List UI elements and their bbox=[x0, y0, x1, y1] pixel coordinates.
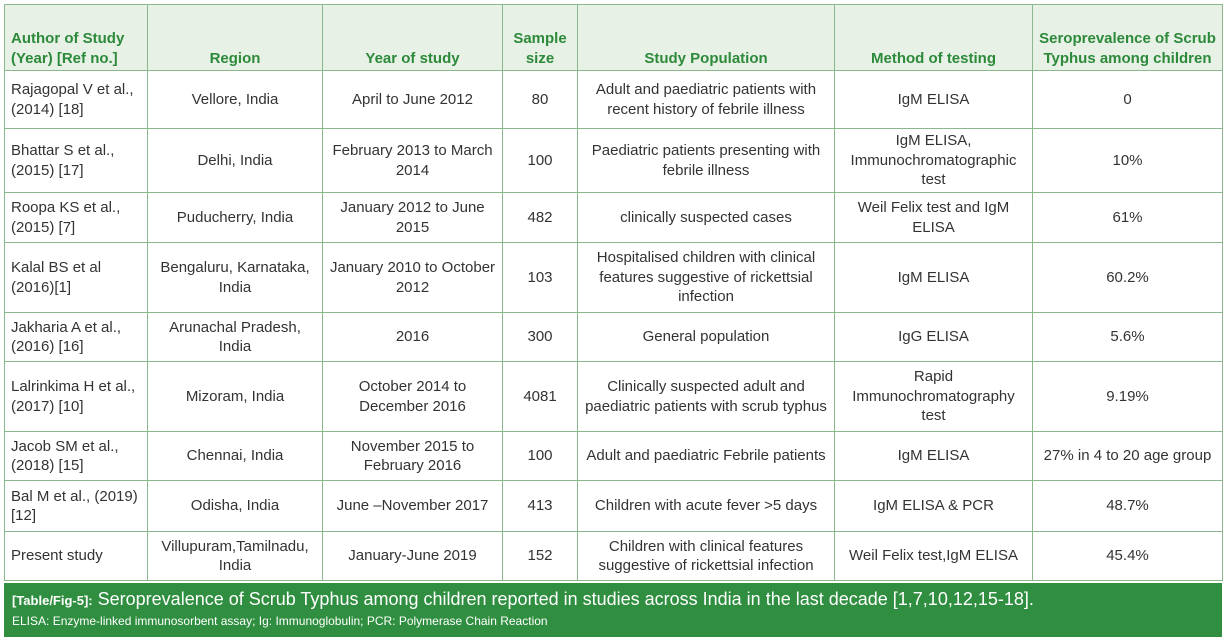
header-author: Author of Study (Year) [Ref no.] bbox=[4, 4, 148, 71]
cell-year: November 2015 to February 2016 bbox=[322, 431, 503, 481]
cell-region: Delhi, India bbox=[147, 128, 323, 193]
table-row: Bhattar S et al., (2015) [17] Delhi, Ind… bbox=[4, 128, 1223, 193]
cell-population: clinically suspected cases bbox=[577, 192, 835, 243]
cell-region: Arunachal Pradesh, India bbox=[147, 312, 323, 362]
cell-method: IgM ELISA bbox=[834, 70, 1033, 129]
cell-region: Vellore, India bbox=[147, 70, 323, 129]
table-row: Present study Villupuram,Tamilnadu, Indi… bbox=[4, 531, 1223, 581]
cell-population: Paediatric patients presenting with febr… bbox=[577, 128, 835, 193]
cell-method: IgM ELISA bbox=[834, 242, 1033, 313]
caption-text: Seroprevalence of Scrub Typhus among chi… bbox=[92, 589, 1034, 609]
cell-region: Villupuram,Tamilnadu, India bbox=[147, 531, 323, 581]
table-row: Jacob SM et al., (2018) [15] Chennai, In… bbox=[4, 431, 1223, 481]
cell-population: Children with clinical features suggesti… bbox=[577, 531, 835, 581]
header-region: Region bbox=[147, 4, 323, 71]
cell-sample-size: 482 bbox=[502, 192, 578, 243]
cell-method: IgM ELISA & PCR bbox=[834, 480, 1033, 532]
cell-year: June –November 2017 bbox=[322, 480, 503, 532]
header-year: Year of study bbox=[322, 4, 503, 71]
cell-year: January 2012 to June 2015 bbox=[322, 192, 503, 243]
cell-seroprevalence: 10% bbox=[1032, 128, 1223, 193]
cell-author: Jakharia A et al., (2016) [16] bbox=[4, 312, 148, 362]
cell-sample-size: 80 bbox=[502, 70, 578, 129]
cell-method: IgG ELISA bbox=[834, 312, 1033, 362]
caption-abbreviations: ELISA: Enzyme-linked immunosorbent assay… bbox=[12, 614, 548, 628]
table-header-row: Author of Study (Year) [Ref no.] Region … bbox=[4, 4, 1223, 71]
cell-seroprevalence: 60.2% bbox=[1032, 242, 1223, 313]
cell-seroprevalence: 0 bbox=[1032, 70, 1223, 129]
table-caption: [Table/Fig-5]: Seroprevalence of Scrub T… bbox=[4, 583, 1222, 637]
table-row: Lalrinkima H et al., (2017) [10] Mizoram… bbox=[4, 361, 1223, 432]
cell-method: Weil Felix test and IgM ELISA bbox=[834, 192, 1033, 243]
cell-method: Rapid Immunochromatography test bbox=[834, 361, 1033, 432]
header-method: Method of testing bbox=[834, 4, 1033, 71]
cell-year: April to June 2012 bbox=[322, 70, 503, 129]
seroprevalence-table: Author of Study (Year) [Ref no.] Region … bbox=[4, 4, 1223, 581]
cell-sample-size: 300 bbox=[502, 312, 578, 362]
cell-region: Mizoram, India bbox=[147, 361, 323, 432]
cell-seroprevalence: 61% bbox=[1032, 192, 1223, 243]
cell-sample-size: 4081 bbox=[502, 361, 578, 432]
cell-year: 2016 bbox=[322, 312, 503, 362]
cell-population: General population bbox=[577, 312, 835, 362]
cell-sample-size: 413 bbox=[502, 480, 578, 532]
table-row: Jakharia A et al., (2016) [16] Arunachal… bbox=[4, 312, 1223, 362]
cell-year: January-June 2019 bbox=[322, 531, 503, 581]
cell-author: Lalrinkima H et al., (2017) [10] bbox=[4, 361, 148, 432]
cell-author: Kalal BS et al (2016)[1] bbox=[4, 242, 148, 313]
cell-population: Adult and paediatric Febrile patients bbox=[577, 431, 835, 481]
cell-method: Weil Felix test,IgM ELISA bbox=[834, 531, 1033, 581]
cell-seroprevalence: 27% in 4 to 20 age group bbox=[1032, 431, 1223, 481]
cell-author: Roopa KS et al., (2015) [7] bbox=[4, 192, 148, 243]
cell-population: Hospitalised children with clinical feat… bbox=[577, 242, 835, 313]
cell-population: Clinically suspected adult and paediatri… bbox=[577, 361, 835, 432]
cell-seroprevalence: 5.6% bbox=[1032, 312, 1223, 362]
caption-tag: [Table/Fig-5]: bbox=[12, 593, 93, 608]
cell-author: Bal M et al., (2019) [12] bbox=[4, 480, 148, 532]
cell-population: Children with acute fever >5 days bbox=[577, 480, 835, 532]
cell-method: IgM ELISA bbox=[834, 431, 1033, 481]
cell-author: Present study bbox=[4, 531, 148, 581]
cell-seroprevalence: 9.19% bbox=[1032, 361, 1223, 432]
cell-year: October 2014 to December 2016 bbox=[322, 361, 503, 432]
header-population: Study Population bbox=[577, 4, 835, 71]
table-row: Kalal BS et al (2016)[1] Bengaluru, Karn… bbox=[4, 242, 1223, 313]
header-sample-size: Sample size bbox=[502, 4, 578, 71]
caption-line: [Table/Fig-5]: Seroprevalence of Scrub T… bbox=[12, 588, 1214, 612]
cell-method: IgM ELISA, Immunochromatographic test bbox=[834, 128, 1033, 193]
cell-author: Rajagopal V et al., (2014) [18] bbox=[4, 70, 148, 129]
cell-seroprevalence: 45.4% bbox=[1032, 531, 1223, 581]
cell-population: Adult and paediatric patients with recen… bbox=[577, 70, 835, 129]
data-table-container: Author of Study (Year) [Ref no.] Region … bbox=[4, 4, 1223, 581]
cell-region: Puducherry, India bbox=[147, 192, 323, 243]
table-row: Rajagopal V et al., (2014) [18] Vellore,… bbox=[4, 70, 1223, 129]
cell-sample-size: 103 bbox=[502, 242, 578, 313]
cell-region: Chennai, India bbox=[147, 431, 323, 481]
table-row: Bal M et al., (2019) [12] Odisha, India … bbox=[4, 480, 1223, 532]
cell-seroprevalence: 48.7% bbox=[1032, 480, 1223, 532]
cell-sample-size: 100 bbox=[502, 128, 578, 193]
table-row: Roopa KS et al., (2015) [7] Puducherry, … bbox=[4, 192, 1223, 243]
cell-sample-size: 100 bbox=[502, 431, 578, 481]
cell-region: Bengaluru, Karnataka, India bbox=[147, 242, 323, 313]
cell-region: Odisha, India bbox=[147, 480, 323, 532]
cell-year: February 2013 to March 2014 bbox=[322, 128, 503, 193]
cell-year: January 2010 to October 2012 bbox=[322, 242, 503, 313]
cell-author: Bhattar S et al., (2015) [17] bbox=[4, 128, 148, 193]
header-seroprevalence: Seroprevalence of Scrub Typhus among chi… bbox=[1032, 4, 1223, 71]
cell-author: Jacob SM et al., (2018) [15] bbox=[4, 431, 148, 481]
cell-sample-size: 152 bbox=[502, 531, 578, 581]
